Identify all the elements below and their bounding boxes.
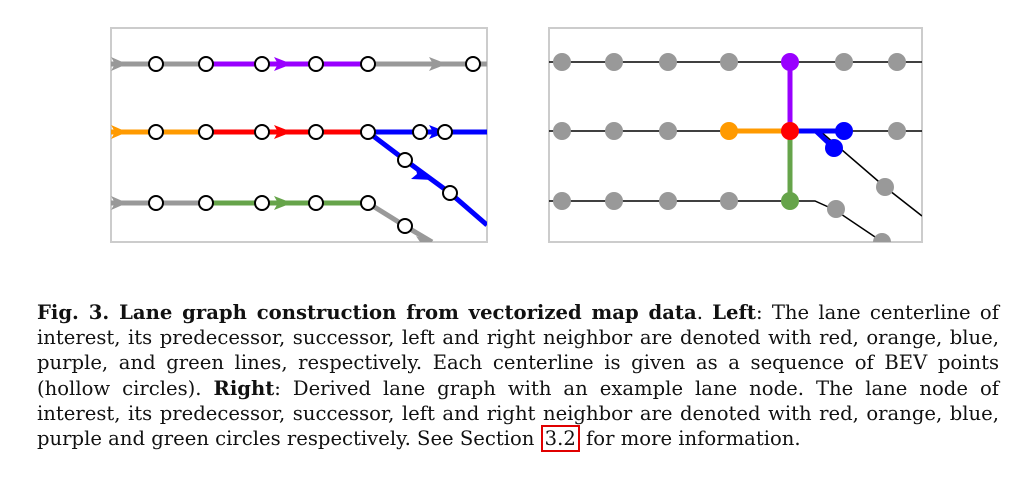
lane-graph-figure xyxy=(110,27,923,243)
arrowhead xyxy=(411,165,433,180)
lane-node xyxy=(835,53,853,71)
bev-point xyxy=(437,124,453,140)
figure-caption: Fig. 3. Lane graph construction from vec… xyxy=(37,301,999,453)
bev-point xyxy=(360,195,376,211)
bev-point xyxy=(308,124,324,140)
successor-node xyxy=(835,122,853,140)
bev-point xyxy=(397,152,413,168)
bev-point xyxy=(360,56,376,72)
arrowhead xyxy=(274,125,292,139)
bev-point xyxy=(308,195,324,211)
lane-node xyxy=(876,178,894,196)
bev-point xyxy=(360,124,376,140)
caption-title: Lane graph construction from vectorized … xyxy=(119,301,697,324)
caption-end: for more information. xyxy=(579,427,801,451)
fig-label: Fig. 3. xyxy=(37,301,110,324)
bev-point xyxy=(465,56,481,72)
bev-point xyxy=(198,56,214,72)
lane-node xyxy=(888,122,906,140)
bev-point xyxy=(397,218,413,234)
arrowhead xyxy=(111,125,127,139)
bev-point xyxy=(254,124,270,140)
lane-node xyxy=(888,53,906,71)
left-neighbor-node xyxy=(781,53,799,71)
right-description: : Derived lane graph with an example lan… xyxy=(37,376,999,451)
section-ref-link[interactable]: 3.2 xyxy=(540,425,580,453)
lane-node xyxy=(659,192,677,210)
arrowhead xyxy=(111,196,127,210)
left-panel-border xyxy=(110,27,488,243)
bev-point xyxy=(198,195,214,211)
arrowhead xyxy=(274,196,292,210)
predecessor-node xyxy=(720,122,738,140)
lane-node xyxy=(605,53,623,71)
bev-point xyxy=(254,56,270,72)
arrowhead xyxy=(111,57,127,71)
lane-node xyxy=(605,192,623,210)
lane-of-interest-node xyxy=(781,122,799,140)
right-panel xyxy=(548,27,923,243)
bev-point xyxy=(254,195,270,211)
successor-node xyxy=(825,139,843,157)
lane-node xyxy=(873,233,891,242)
bev-point xyxy=(198,124,214,140)
lane-node xyxy=(827,200,845,218)
lane-node xyxy=(605,122,623,140)
right-label: Right xyxy=(213,376,275,400)
lane-node xyxy=(553,192,571,210)
left-label: Left xyxy=(712,301,756,324)
lane-node xyxy=(659,53,677,71)
arrowhead xyxy=(429,57,447,71)
lane-node xyxy=(553,53,571,71)
lane-node xyxy=(553,122,571,140)
arrowhead xyxy=(274,57,292,71)
bev-point xyxy=(148,195,164,211)
bev-point xyxy=(148,56,164,72)
graph-edge xyxy=(549,200,884,242)
lane-node xyxy=(720,192,738,210)
right-neighbor-node xyxy=(781,192,799,210)
lane-node xyxy=(659,122,677,140)
bev-point xyxy=(442,185,458,201)
left-panel xyxy=(110,27,488,243)
arrowhead xyxy=(416,236,432,242)
bev-point xyxy=(412,124,428,140)
bev-point xyxy=(148,124,164,140)
bev-point xyxy=(308,56,324,72)
lane-node xyxy=(720,53,738,71)
left-description: : The lane centerline of interest, its p… xyxy=(37,301,999,400)
